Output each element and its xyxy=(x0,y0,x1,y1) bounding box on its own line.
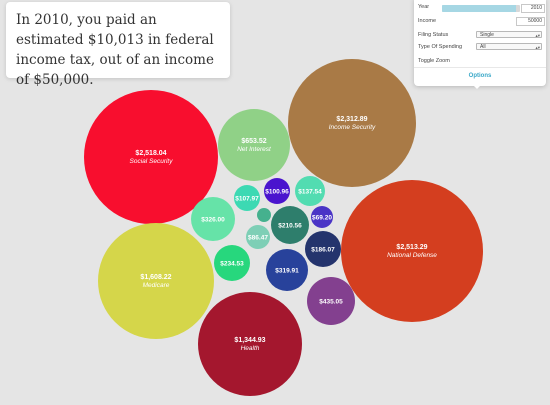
year-slider[interactable] xyxy=(442,5,520,12)
bubble[interactable]: $69.20 xyxy=(311,206,333,228)
year-label: Year xyxy=(418,4,430,10)
filing-status-value: Single xyxy=(480,32,494,38)
bubble-circle[interactable] xyxy=(307,277,355,325)
bubble-amount-label: $1,608.22 xyxy=(140,274,171,281)
bubble[interactable]: $186.07 xyxy=(305,231,341,267)
bubble-circle[interactable] xyxy=(271,206,309,244)
bubble-amount-label: $2,312.89 xyxy=(336,116,367,123)
bubble-circle[interactable] xyxy=(288,59,416,187)
bubble[interactable]: $100.96 xyxy=(264,178,290,204)
income-field[interactable]: 50000 xyxy=(516,17,545,26)
options-notch xyxy=(472,84,482,89)
bubble-circle[interactable] xyxy=(198,292,302,396)
bubble-category-label: Income Security xyxy=(329,124,376,131)
bubble-category-label: Net Interest xyxy=(237,146,272,153)
bubble[interactable]: $137.54 xyxy=(295,176,325,206)
bubble-category-label: Health xyxy=(241,345,260,352)
bubble-circle[interactable] xyxy=(218,109,290,181)
bubble-amount-label: $435.05 xyxy=(319,299,343,306)
year-row: Year 2010 xyxy=(418,3,545,13)
bubble-circle[interactable] xyxy=(98,223,214,339)
bubble-amount-label: $234.53 xyxy=(220,261,244,268)
bubble-amount-label: $2,518.04 xyxy=(135,150,166,157)
bubble[interactable]: $326.00 xyxy=(191,197,235,241)
bubble-amount-label: $137.54 xyxy=(298,189,322,196)
options-tab[interactable]: Options xyxy=(468,73,492,79)
bubble[interactable]: $107.97 xyxy=(234,185,260,211)
bubble-amount-label: $326.00 xyxy=(201,217,225,224)
filing-status-row: Filing Status Single ▴▾ xyxy=(418,31,542,41)
bubble-amount-label: $69.20 xyxy=(312,215,332,222)
year-field[interactable]: 2010 xyxy=(521,4,545,13)
bubble-circle[interactable] xyxy=(266,249,308,291)
year-slider-fill xyxy=(442,5,517,12)
income-row: Income 50000 xyxy=(418,17,545,27)
filing-status-label: Filing Status xyxy=(418,32,449,38)
options-divider xyxy=(414,67,546,68)
toggle-zoom-row[interactable]: Toggle Zoom xyxy=(418,57,542,67)
bubble-category-label: Medicare xyxy=(143,282,170,289)
bubble[interactable]: $234.53 xyxy=(214,245,250,281)
spending-type-row: Type Of Spending All ▴▾ xyxy=(418,43,542,53)
bubble-circle[interactable] xyxy=(295,176,325,206)
select-arrows-icon: ▴▾ xyxy=(535,33,540,38)
bubble-circle[interactable] xyxy=(246,225,270,249)
bubble-circle[interactable] xyxy=(234,185,260,211)
spending-type-select[interactable]: All ▴▾ xyxy=(476,43,542,50)
bubble-amount-label: $319.91 xyxy=(275,268,299,275)
bubble-amount-label: $100.96 xyxy=(265,189,289,196)
bubble-circle[interactable] xyxy=(214,245,250,281)
bubble[interactable]: $210.56 xyxy=(271,206,309,244)
options-panel: Year 2010 Income 50000 Filing Status Sin… xyxy=(414,0,546,89)
spending-type-value: All xyxy=(480,44,486,50)
bubble-circle[interactable] xyxy=(264,178,290,204)
bubble-circle[interactable] xyxy=(305,231,341,267)
select-arrows-icon: ▴▾ xyxy=(535,45,540,50)
bubble-circle[interactable] xyxy=(311,206,333,228)
bubble[interactable]: $435.05 xyxy=(307,277,355,325)
bubble-amount-label: $653.52 xyxy=(241,138,266,145)
headline-text: In 2010, you paid an estimated $10,013 i… xyxy=(16,12,214,88)
spending-type-label: Type Of Spending xyxy=(418,44,463,50)
bubble-amount-label: $107.97 xyxy=(235,196,259,203)
bubble-amount-label: $210.56 xyxy=(278,223,302,230)
toggle-zoom-link[interactable]: Toggle Zoom xyxy=(418,58,450,64)
bubble-circle[interactable] xyxy=(191,197,235,241)
bubble-category-label: National Defense xyxy=(387,252,437,259)
bubble-amount-label: $186.07 xyxy=(311,247,335,254)
bubble-circle[interactable] xyxy=(84,90,218,224)
bubble-amount-label: $2,513.29 xyxy=(396,244,427,251)
filing-status-select[interactable]: Single ▴▾ xyxy=(476,31,542,38)
bubble-circle[interactable] xyxy=(257,208,271,222)
bubble-amount-label: $86.47 xyxy=(248,235,268,242)
bubble-category-label: Social Security xyxy=(130,158,174,165)
income-label: Income xyxy=(418,18,437,24)
bubble[interactable]: $86.47 xyxy=(246,225,270,249)
bubble[interactable]: $319.91 xyxy=(266,249,308,291)
bubble-circle[interactable] xyxy=(341,180,483,322)
bubble[interactable] xyxy=(257,208,271,222)
bubble-amount-label: $1,344.93 xyxy=(234,337,265,344)
headline-card: In 2010, you paid an estimated $10,013 i… xyxy=(6,2,230,88)
